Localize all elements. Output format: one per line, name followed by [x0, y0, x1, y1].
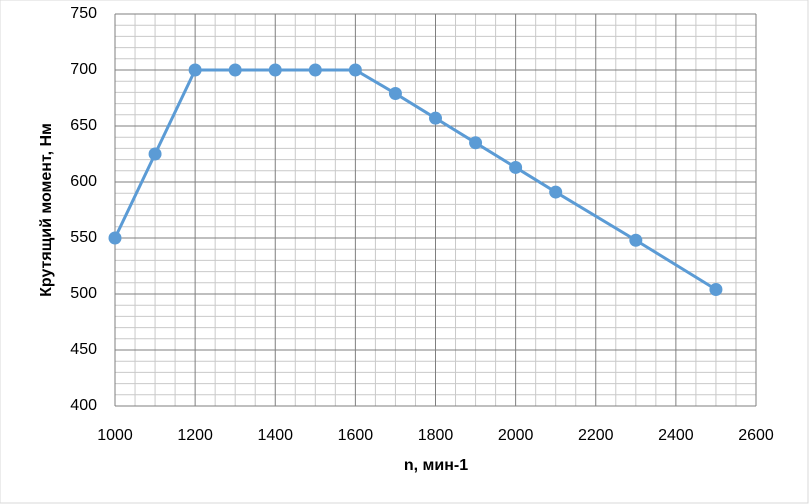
x-tick-label: 2600: [738, 427, 774, 444]
y-tick-label: 450: [70, 341, 97, 358]
x-tick-label: 1000: [97, 427, 133, 444]
x-tick-label: 2200: [578, 427, 614, 444]
marker: [108, 231, 122, 245]
y-tick-label: 700: [70, 61, 97, 78]
line: [113, 68, 717, 291]
marker: [509, 160, 523, 174]
marker: [308, 63, 322, 77]
marker: [469, 136, 483, 150]
x-tick-label: 1400: [257, 427, 293, 444]
marker: [268, 63, 282, 77]
y-tick-label: 400: [70, 397, 97, 414]
y-tick-label: 650: [70, 117, 97, 134]
marker: [188, 63, 202, 77]
y-tick-label: 750: [70, 5, 97, 22]
x-tick-label: 2400: [658, 427, 694, 444]
marker: [629, 233, 643, 247]
marker: [228, 63, 242, 77]
x-tick-label: 1800: [418, 427, 454, 444]
y-tick-label: 550: [70, 229, 97, 246]
x-tick-label: 1600: [338, 427, 374, 444]
marker: [148, 147, 162, 161]
x-tick-label: 2000: [498, 427, 534, 444]
grid: [114, 13, 757, 407]
marker: [709, 283, 723, 297]
x-tick-label: 1200: [177, 427, 213, 444]
y-tick-label: 500: [70, 285, 97, 302]
y-axis-title: Крутящий момент, Нм: [38, 123, 55, 297]
plot: [108, 63, 723, 297]
marker: [429, 111, 442, 125]
marker: [348, 63, 362, 77]
marker: [388, 87, 402, 101]
y-tick-label: 600: [70, 173, 97, 190]
marker: [549, 185, 563, 199]
x-axis-title: n, мин-1: [404, 457, 468, 474]
